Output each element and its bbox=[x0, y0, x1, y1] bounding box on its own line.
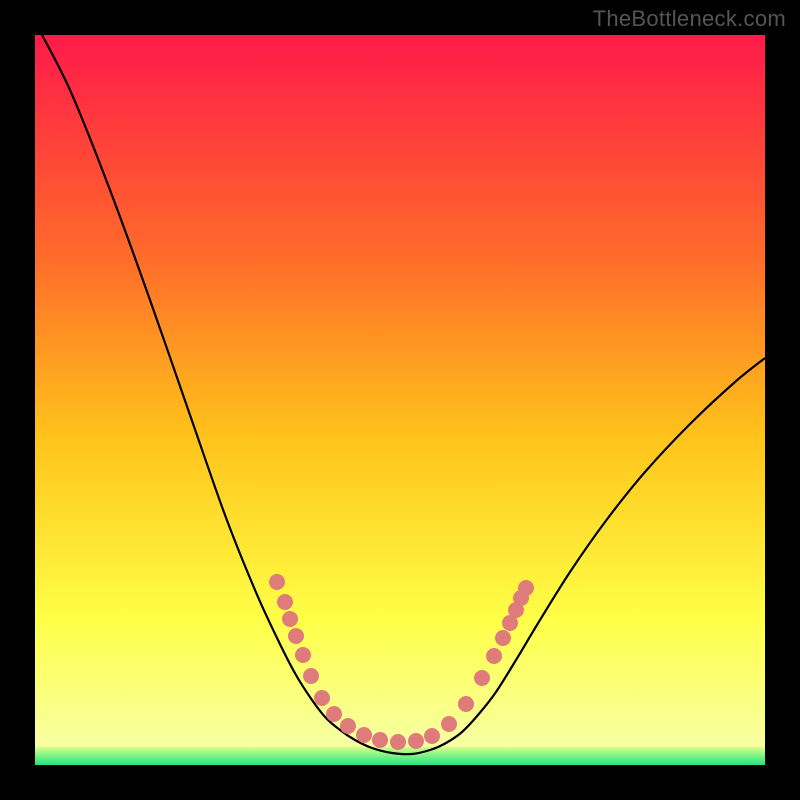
curve-marker bbox=[314, 690, 330, 706]
curve-marker bbox=[326, 706, 342, 722]
chart-overlay bbox=[0, 0, 800, 800]
curve-marker bbox=[390, 734, 406, 750]
curve-marker bbox=[486, 648, 502, 664]
curve-marker bbox=[282, 611, 298, 627]
curve-marker bbox=[408, 733, 424, 749]
curve-marker bbox=[303, 668, 319, 684]
curve-marker bbox=[424, 728, 440, 744]
curve-markers bbox=[269, 574, 534, 750]
bottleneck-curve bbox=[35, 22, 765, 754]
curve-marker bbox=[474, 670, 490, 686]
curve-marker bbox=[495, 630, 511, 646]
watermark-text: TheBottleneck.com bbox=[593, 6, 786, 32]
curve-marker bbox=[269, 574, 285, 590]
curve-marker bbox=[288, 628, 304, 644]
curve-marker bbox=[372, 732, 388, 748]
curve-marker bbox=[277, 594, 293, 610]
curve-marker bbox=[295, 647, 311, 663]
curve-marker bbox=[356, 727, 372, 743]
curve-marker bbox=[458, 696, 474, 712]
curve-marker bbox=[518, 580, 534, 596]
curve-marker bbox=[340, 718, 356, 734]
curve-marker bbox=[441, 716, 457, 732]
chart-container: TheBottleneck.com bbox=[0, 0, 800, 800]
